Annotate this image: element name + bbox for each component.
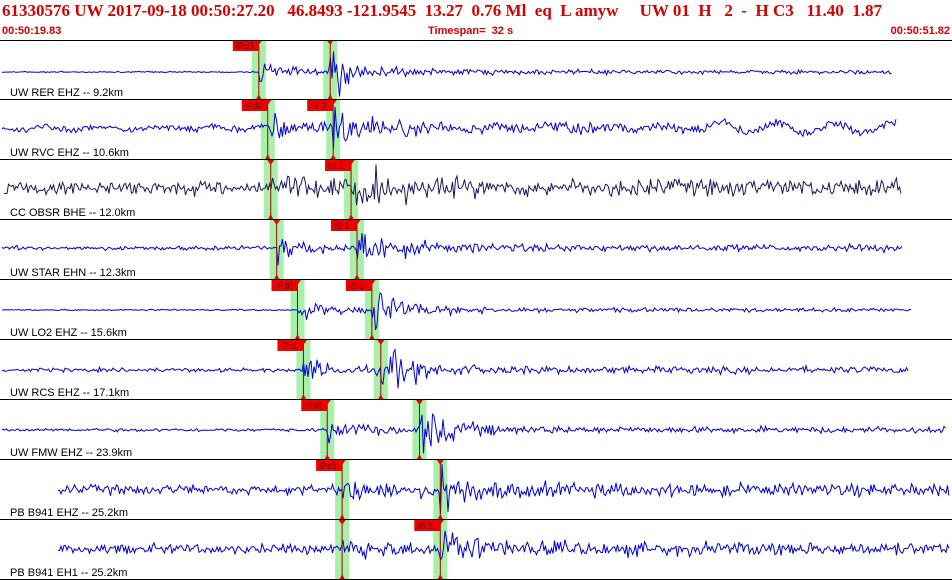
- s-pick-marker-top: [436, 460, 444, 465]
- s-pick-label: iS 1: [334, 221, 350, 231]
- start-time-label: 00:50:19.83: [2, 25, 62, 37]
- s-pick-marker-bottom: [416, 454, 423, 460]
- timespan-label: Timespan= 32 s: [428, 25, 514, 37]
- s-pick-marker-bottom: [437, 574, 444, 580]
- event-summary-title: 61330576 UW 2017-09-18 00:50:27.20 46.84…: [2, 1, 883, 20]
- p-pick-label: iPc1: [319, 461, 337, 471]
- p-pick-flag[interactable]: [241, 100, 268, 111]
- p-pick-marker-bottom: [324, 454, 331, 460]
- trace-row: iPc1 PB B941 EHZ -- 25.2km: [0, 460, 952, 520]
- p-pick-label: iPd0: [304, 401, 322, 411]
- p-pick-marker-bottom: [255, 94, 262, 100]
- p-pick-marker-bottom: [267, 214, 274, 220]
- station-label: UW LO2 EHZ -- 15.6km: [10, 327, 127, 339]
- s-pick-marker-bottom: [330, 154, 337, 160]
- trace-row: iS 1 PB B941 EH1 -- 25.2km: [0, 520, 952, 580]
- s-pick-flag[interactable]: [345, 280, 372, 291]
- waveform-trace: [1, 347, 909, 389]
- trace-row: iS 1 UW STAR EHN -- 12.3km: [0, 220, 952, 280]
- trace-row: iPd0 iS 0 UW RVC EHZ -- 10.6km: [0, 100, 952, 160]
- waveform-trace: [3, 164, 902, 206]
- s-pick-marker-bottom: [354, 274, 360, 280]
- p-pick-marker-top: [338, 520, 346, 525]
- waveform-trace: [1, 412, 946, 454]
- p-pick-marker-bottom: [264, 154, 271, 160]
- s-pick-marker-bottom: [377, 394, 384, 400]
- station-label: CC OBSR BHE -- 12.0km: [10, 207, 135, 219]
- s-pick-label: iS 1: [328, 161, 344, 171]
- s-pick-label: iS 0: [310, 101, 326, 111]
- p-pick-flag[interactable]: [316, 460, 343, 471]
- waveform-trace: [57, 463, 950, 514]
- s-pick-flag[interactable]: [325, 160, 352, 171]
- p-pick-label: iPd0: [245, 101, 263, 111]
- s-pick-marker-top: [415, 400, 423, 405]
- waveform-trace: [1, 106, 897, 149]
- station-label: PB B941 EHZ -- 25.2km: [10, 507, 128, 519]
- trace-row: iPd0 UW FMW EHZ -- 23.9km: [0, 400, 952, 460]
- station-label: UW RCS EHZ -- 17.1km: [10, 387, 129, 399]
- station-label: UW RVC EHZ -- 10.6km: [10, 147, 129, 159]
- station-label: PB B941 EH1 -- 25.2km: [10, 567, 127, 579]
- seismogram-panel: iPc0 UW RER EHZ -- 9.2km iPd0 iS 0 UW RVC EH…: [0, 40, 952, 580]
- s-pick-label: iS 1: [417, 521, 433, 531]
- trace-row: iPc1 UW RCS EHZ -- 17.1km: [0, 340, 952, 400]
- trace-row: iS 1 CC OBSR BHE -- 12.0km: [0, 160, 952, 220]
- p-pick-label: iPc1: [280, 341, 298, 351]
- p-pick-marker-bottom: [339, 574, 346, 580]
- p-pick-flag[interactable]: [271, 280, 298, 291]
- s-pick-marker-top: [377, 340, 385, 345]
- s-pick-flag[interactable]: [307, 100, 334, 111]
- p-pick-marker-bottom: [339, 514, 346, 520]
- s-pick-marker-top: [326, 40, 334, 45]
- s-pick-flag[interactable]: [414, 520, 441, 531]
- p-pick-marker-bottom: [300, 394, 307, 400]
- p-pick-label: iPd0: [275, 281, 293, 291]
- p-pick-flag[interactable]: [232, 40, 259, 51]
- s-pick-marker-bottom: [368, 334, 375, 340]
- p-pick-flag[interactable]: [277, 340, 304, 351]
- p-pick-marker-bottom: [273, 274, 280, 280]
- waveform-trace: [57, 530, 950, 562]
- p-pick-marker-top: [273, 220, 281, 225]
- p-pick-label: iPc0: [236, 41, 254, 51]
- station-label: UW RER EHZ -- 9.2km: [10, 87, 123, 99]
- end-time-label: 00:50:51.82: [890, 25, 950, 37]
- s-pick-marker-bottom: [437, 514, 444, 520]
- p-pick-marker-top: [267, 160, 275, 165]
- p-pick-marker-bottom: [294, 334, 301, 340]
- waveform-trace: [2, 291, 911, 331]
- trace-row: iPd0 iS 1 UW LO2 EHZ -- 15.6km: [0, 280, 952, 340]
- s-pick-marker-bottom: [348, 214, 355, 220]
- station-label: UW FMW EHZ -- 23.9km: [10, 447, 132, 459]
- waveform-trace: [1, 232, 903, 266]
- event-header: 61330576 UW 2017-09-18 00:50:27.20 46.84…: [0, 0, 952, 40]
- waveform-trace: [1, 51, 892, 97]
- s-pick-label: iS 1: [349, 281, 365, 291]
- p-pick-flag[interactable]: [301, 400, 328, 411]
- trace-row: iPc0 UW RER EHZ -- 9.2km: [0, 40, 952, 100]
- station-label: UW STAR EHN -- 12.3km: [10, 267, 136, 279]
- s-pick-marker-bottom: [327, 94, 334, 100]
- s-pick-flag[interactable]: [331, 220, 357, 231]
